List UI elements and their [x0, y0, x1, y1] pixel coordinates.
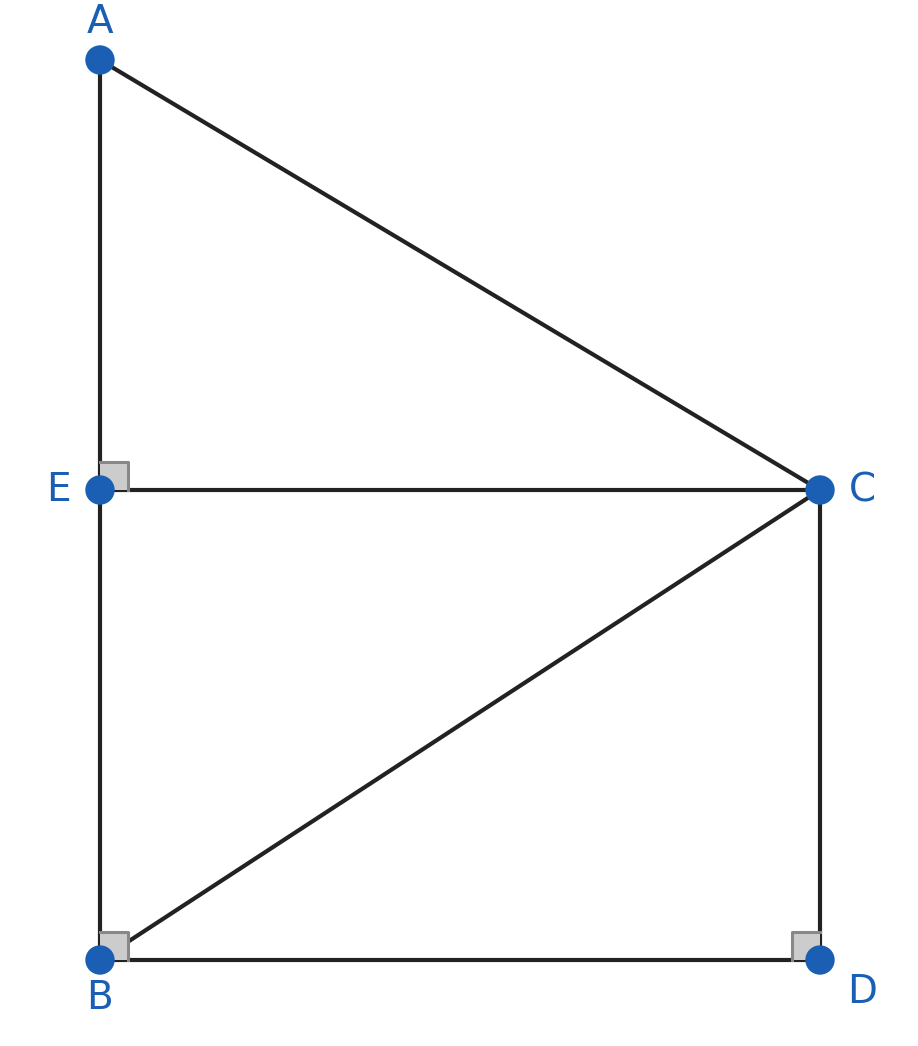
Circle shape — [86, 476, 114, 504]
Circle shape — [806, 476, 834, 504]
Text: C: C — [848, 471, 876, 509]
Text: B: B — [86, 979, 114, 1017]
Circle shape — [86, 946, 114, 974]
Polygon shape — [792, 932, 820, 960]
Polygon shape — [100, 932, 128, 960]
Polygon shape — [100, 462, 128, 490]
Text: D: D — [847, 973, 877, 1011]
Circle shape — [86, 46, 114, 74]
Text: E: E — [46, 471, 71, 509]
Circle shape — [806, 946, 834, 974]
Text: A: A — [86, 3, 113, 41]
